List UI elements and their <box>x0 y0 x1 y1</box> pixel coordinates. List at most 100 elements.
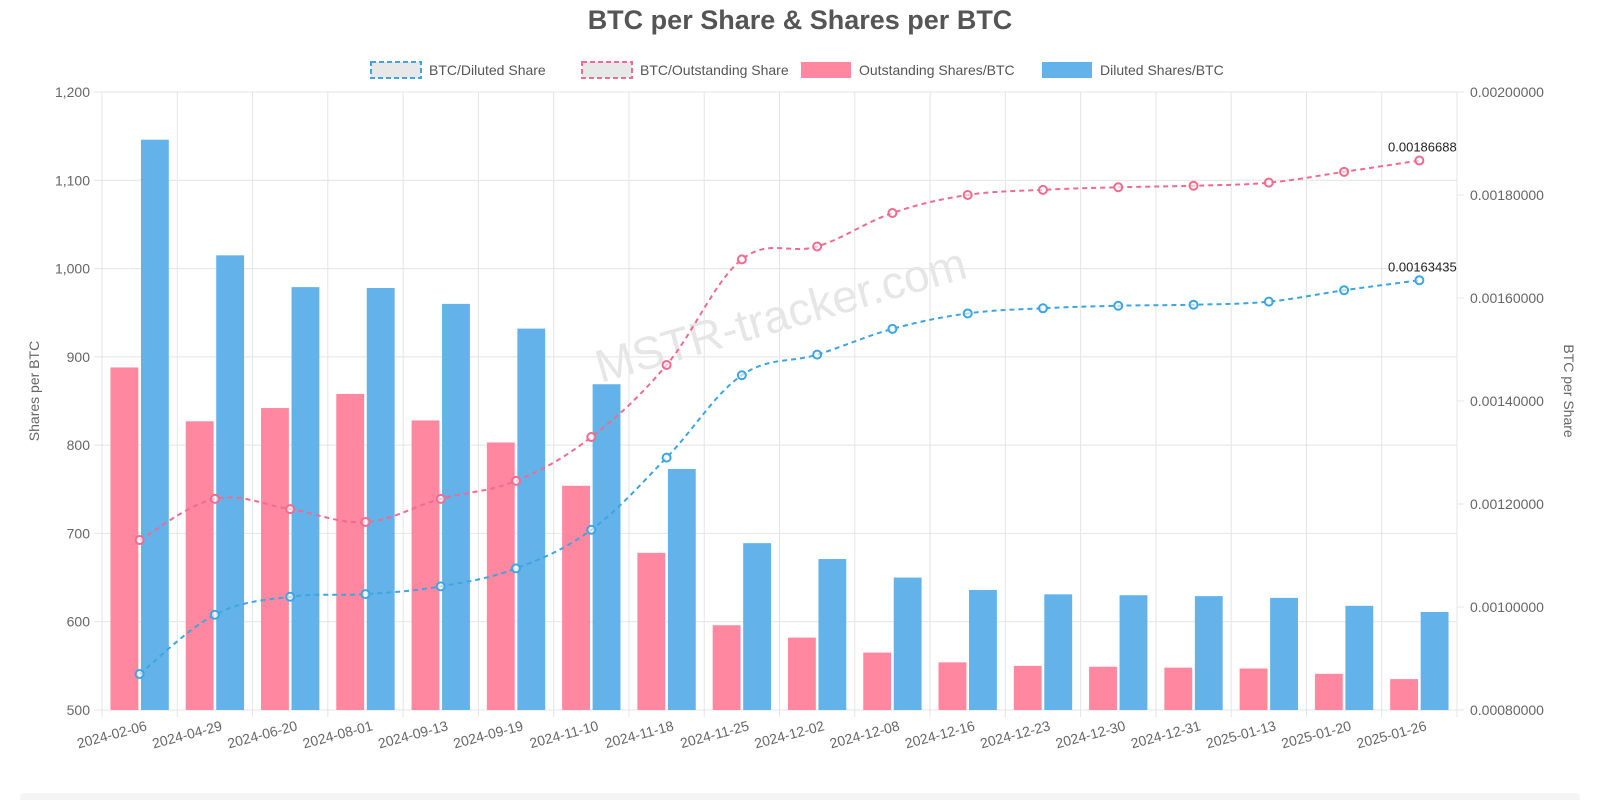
point-btc-per-outstanding-share <box>887 208 898 219</box>
bar-diluted-shares-per-btc <box>366 287 395 710</box>
legend-swatch <box>801 62 851 78</box>
point-btc-per-diluted-share <box>887 323 898 334</box>
point-btc-per-diluted-share <box>962 308 973 319</box>
x-tick-label: 2024-06-20 <box>226 717 300 751</box>
legend-swatch <box>370 61 422 79</box>
bar-outstanding-shares-per-btc <box>1164 667 1193 710</box>
x-tick-label: 2024-02-06 <box>75 717 149 751</box>
point-btc-per-outstanding-share <box>360 517 371 528</box>
point-btc-per-diluted-share <box>435 581 446 592</box>
bar-outstanding-shares-per-btc <box>185 421 214 710</box>
bar-diluted-shares-per-btc <box>442 303 470 710</box>
bar-diluted-shares-per-btc <box>1044 594 1073 710</box>
bar-outstanding-shares-per-btc <box>787 637 816 710</box>
y-left-tick-label: 900 <box>67 349 91 365</box>
chart-title: BTC per Share & Shares per BTC <box>588 5 1013 35</box>
point-btc-per-outstanding-share <box>736 254 747 265</box>
bar-diluted-shares-per-btc <box>1270 597 1298 710</box>
point-btc-per-diluted-share <box>736 370 747 381</box>
y-left-tick-label: 800 <box>67 437 91 453</box>
point-btc-per-outstanding-share <box>661 359 672 370</box>
legend-label: Diluted Shares/BTC <box>1100 62 1224 78</box>
point-btc-per-outstanding-share <box>586 432 597 443</box>
bar-outstanding-shares-per-btc <box>261 408 289 710</box>
y-right-tick-label: 0.00120000 <box>1470 496 1544 512</box>
y-right-tick-label: 0.00100000 <box>1470 599 1544 615</box>
bar-outstanding-shares-per-btc <box>411 420 440 710</box>
bar-outstanding-shares-per-btc <box>938 662 967 710</box>
x-tick-label: 2024-11-25 <box>678 717 751 751</box>
point-btc-per-outstanding-share <box>1339 166 1350 177</box>
legend[interactable]: BTC/Diluted Share BTC/Outstanding Share Ou… <box>370 61 1224 79</box>
x-tick-label: 2024-12-02 <box>753 717 827 751</box>
y-left-tick-label: 1,000 <box>55 261 90 277</box>
point-btc-per-outstanding-share <box>1037 184 1048 195</box>
x-tick-label: 2024-11-18 <box>603 717 676 751</box>
y-left-tick-label: 1,200 <box>55 84 90 100</box>
x-tick-label: 2024-09-19 <box>451 717 525 751</box>
point-btc-per-diluted-share <box>586 524 597 535</box>
x-tick-label: 2024-08-01 <box>301 717 375 751</box>
bars-layer <box>110 139 1449 711</box>
y-right-tick-label: 0.00180000 <box>1470 187 1544 203</box>
point-btc-per-diluted-share <box>661 452 672 463</box>
bar-outstanding-shares-per-btc <box>110 367 139 710</box>
point-btc-per-outstanding-share <box>435 493 446 504</box>
point-btc-per-diluted-share <box>1188 299 1199 310</box>
point-btc-per-outstanding-share <box>1414 155 1425 166</box>
lines-layer: 0.00163435 0.00186688 <box>134 140 1457 679</box>
bar-outstanding-shares-per-btc <box>1089 666 1117 710</box>
point-btc-per-outstanding-share <box>1113 182 1124 193</box>
point-btc-per-diluted-share <box>1263 296 1274 307</box>
point-btc-per-outstanding-share <box>511 475 522 486</box>
legend-item[interactable]: BTC/Outstanding Share <box>581 61 789 79</box>
bar-diluted-shares-per-btc <box>893 577 922 710</box>
x-tick-label: 2024-12-30 <box>1054 717 1128 751</box>
x-tick-label: 2024-12-16 <box>903 717 977 751</box>
bar-outstanding-shares-per-btc <box>863 652 892 710</box>
y-left-tick-label: 1,100 <box>55 172 90 188</box>
bar-outstanding-shares-per-btc <box>1013 665 1042 710</box>
y-right-tick-label: 0.00160000 <box>1470 290 1544 306</box>
point-btc-per-outstanding-share <box>962 190 973 200</box>
y-right-tick-label: 0.00200000 <box>1470 84 1544 100</box>
point-btc-per-diluted-share <box>812 349 823 360</box>
point-btc-per-diluted-share <box>209 609 220 620</box>
legend-item[interactable]: Outstanding Shares/BTC <box>801 62 1015 78</box>
x-tick-label: 2024-04-29 <box>150 717 224 751</box>
bar-outstanding-shares-per-btc <box>562 485 590 710</box>
bar-diluted-shares-per-btc <box>216 255 245 711</box>
y-axis-right-title: BTC per Share <box>1561 344 1577 438</box>
data-label-btc-per-diluted-share: 0.00163435 <box>1388 259 1457 274</box>
bar-diluted-shares-per-btc <box>291 287 320 710</box>
x-tick-label: 2024-12-23 <box>978 717 1052 751</box>
grid <box>94 91 1464 717</box>
x-tick-label: 2024-11-10 <box>528 717 601 751</box>
bar-diluted-shares-per-btc <box>1420 612 1449 710</box>
y-axis-left-title: Shares per BTC <box>26 341 42 441</box>
point-btc-per-diluted-share <box>360 589 371 600</box>
y-right-tick-label: 0.00140000 <box>1470 393 1544 409</box>
x-tick-label: 2025-01-13 <box>1204 717 1278 751</box>
x-tick-label: 2024-12-31 <box>1129 717 1203 751</box>
legend-label: BTC/Diluted Share <box>429 62 546 78</box>
legend-item[interactable]: Diluted Shares/BTC <box>1042 62 1224 78</box>
bar-diluted-shares-per-btc <box>818 559 847 710</box>
point-btc-per-outstanding-share <box>134 535 145 546</box>
bar-diluted-shares-per-btc <box>592 384 621 710</box>
point-btc-per-diluted-share <box>1339 285 1350 296</box>
y-right-tick-label: 0.00080000 <box>1470 702 1544 718</box>
legend-label: BTC/Outstanding Share <box>640 62 789 78</box>
bar-diluted-shares-per-btc <box>1119 595 1148 710</box>
x-tick-label: 2024-12-08 <box>828 717 902 751</box>
point-btc-per-outstanding-share <box>1188 180 1199 191</box>
point-btc-per-outstanding-share <box>812 241 823 252</box>
bar-diluted-shares-per-btc <box>517 328 546 710</box>
bar-outstanding-shares-per-btc <box>336 393 365 710</box>
bar-diluted-shares-per-btc <box>969 589 997 710</box>
legend-item[interactable]: BTC/Diluted Share <box>370 61 546 79</box>
bar-diluted-shares-per-btc <box>140 139 169 710</box>
point-btc-per-diluted-share <box>285 591 296 602</box>
